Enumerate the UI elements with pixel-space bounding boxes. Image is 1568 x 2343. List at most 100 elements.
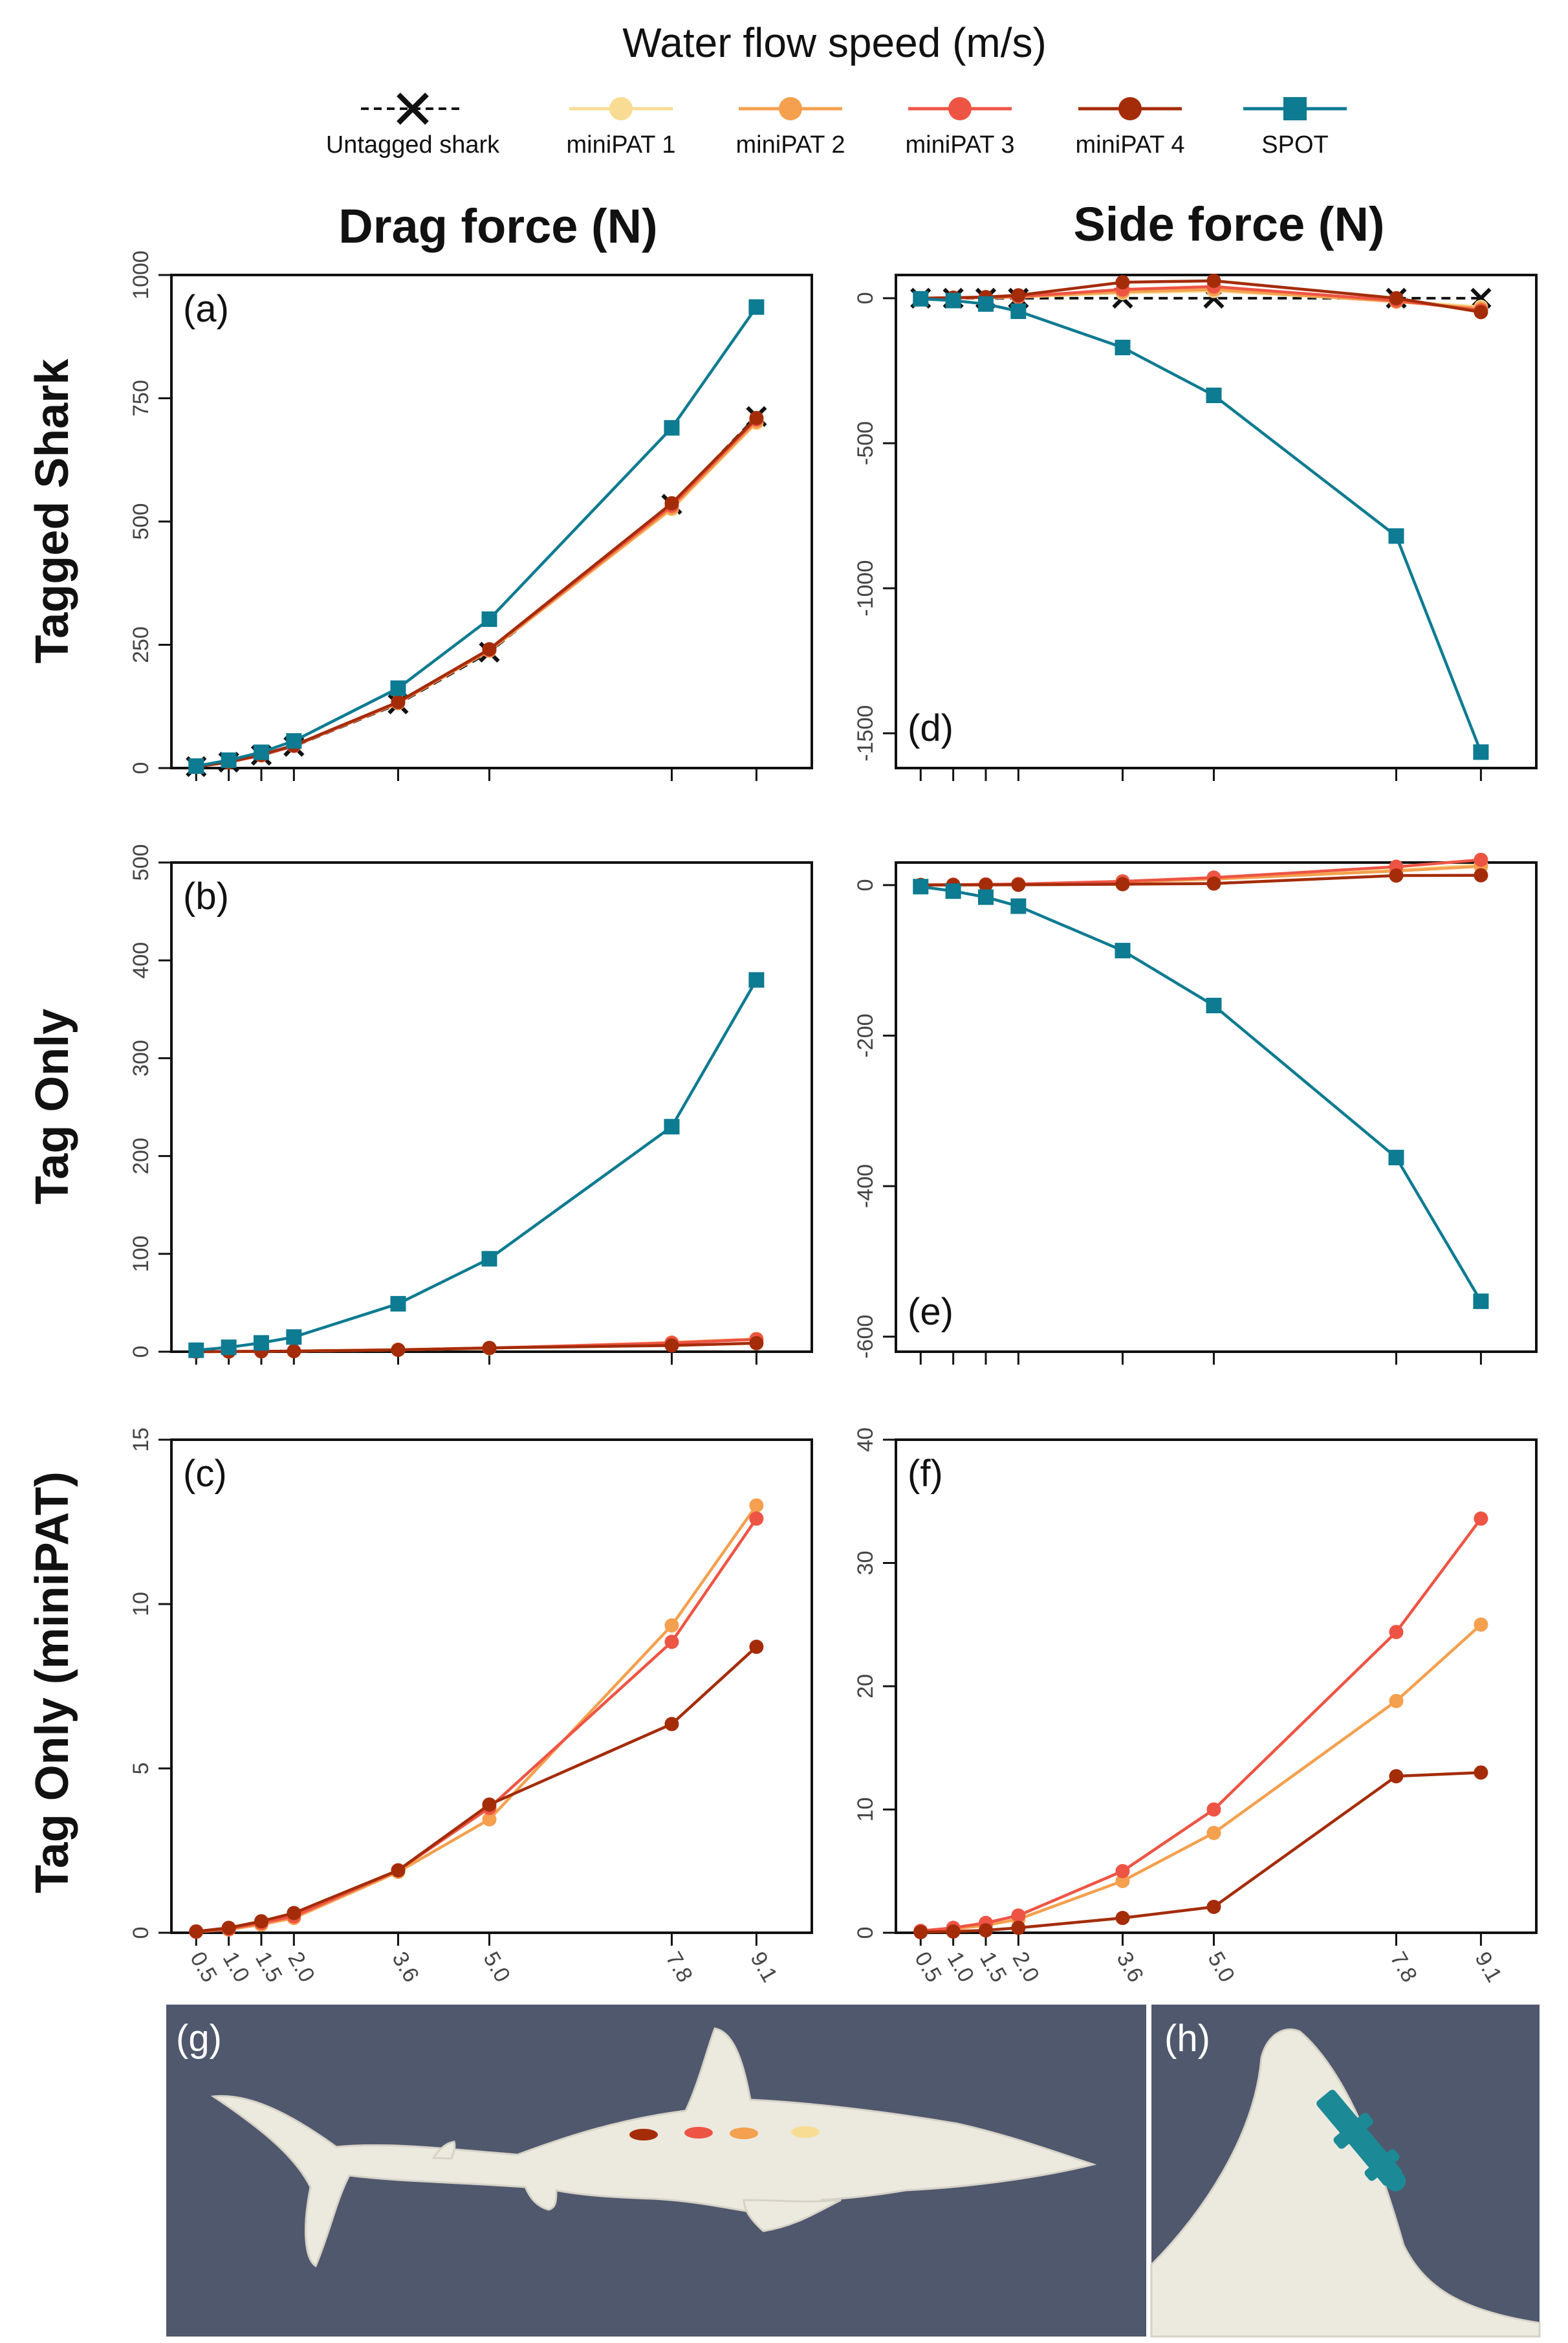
data-point	[391, 1863, 406, 1878]
shark-pectoral-fin	[743, 2199, 842, 2232]
data-point	[1206, 997, 1222, 1013]
series-minipat-3	[913, 1511, 1488, 1939]
data-point	[286, 733, 302, 749]
series-untagged-shark	[186, 406, 767, 777]
data-point	[1206, 273, 1221, 288]
data-point	[748, 299, 765, 315]
legend-item: miniPAT 2	[736, 97, 845, 159]
panel-label: (d)	[908, 707, 953, 749]
legend-item: SPOT	[1243, 97, 1347, 159]
panel-label: (b)	[183, 875, 229, 918]
row-title-tag-only-minipat: Tag Only (miniPAT)	[27, 1471, 78, 1893]
minipat-1-tag	[791, 2126, 820, 2138]
series-minipat-4	[913, 1765, 1488, 1940]
x-tick-label: 9.1	[1470, 1948, 1507, 1986]
data-point	[945, 883, 961, 899]
minipat-4-tag	[629, 2129, 658, 2140]
data-point	[1011, 288, 1026, 303]
data-point	[253, 1335, 269, 1351]
data-point	[749, 1336, 764, 1350]
image-panel-h: (h)	[1150, 2005, 1541, 2338]
data-point	[664, 1119, 680, 1135]
data-point	[748, 972, 765, 988]
data-point	[221, 1339, 237, 1356]
series-line	[196, 979, 758, 1352]
series-line	[920, 1517, 1483, 1933]
legend-marker	[948, 97, 972, 120]
data-point	[481, 1251, 497, 1267]
y-tick-label: 10	[129, 1592, 153, 1616]
data-point	[946, 1924, 961, 1939]
legend: Water flow speed (m/s) Untagged shark min…	[326, 19, 1347, 159]
legend-marker	[1283, 97, 1307, 120]
data-point	[913, 879, 929, 895]
data-point	[1115, 275, 1130, 290]
data-point	[1115, 877, 1130, 892]
y-tick-label: 0	[853, 1927, 878, 1939]
chart-panel-b: 0 100 200 300 400 500 (b)	[129, 844, 813, 1365]
data-point	[482, 642, 497, 657]
data-point	[749, 410, 764, 425]
legend-label: miniPAT 4	[1076, 131, 1185, 159]
data-point	[664, 1717, 679, 1732]
minipat-3-tag	[684, 2127, 713, 2139]
legend-marker	[609, 97, 633, 120]
series-spot	[913, 879, 1489, 1310]
legend-item: miniPAT 4	[1076, 97, 1185, 159]
legend-item: miniPAT 1	[567, 97, 675, 159]
data-point	[1010, 898, 1027, 914]
data-point	[1474, 305, 1488, 320]
series-line	[920, 1771, 1481, 1934]
plot-frame	[170, 274, 813, 769]
data-point	[664, 496, 679, 511]
column-title-side: Side force (N)	[1073, 197, 1384, 251]
series-line	[920, 885, 1483, 1303]
data-point	[1389, 1769, 1404, 1784]
data-point	[1010, 303, 1027, 320]
data-point	[1011, 1908, 1026, 1923]
series-minipat-4	[913, 273, 1488, 320]
series-line	[195, 417, 757, 768]
data-point	[1473, 1293, 1489, 1310]
data-point	[1474, 1617, 1488, 1632]
data-point	[1115, 340, 1131, 356]
data-point	[913, 1925, 928, 1940]
series-line	[195, 306, 758, 768]
data-point	[664, 1338, 679, 1353]
legend-item: miniPAT 3	[906, 97, 1014, 159]
x-tick-label: 7.8	[1386, 1948, 1422, 1986]
data-point	[482, 1341, 497, 1356]
data-point	[1474, 852, 1488, 867]
data-point	[664, 1618, 679, 1633]
y-tick-label: 5	[129, 1763, 153, 1775]
series-line	[196, 415, 757, 768]
y-tick-label: 750	[129, 380, 153, 417]
data-point	[286, 1329, 302, 1345]
x-tick-label: 1.0	[218, 1948, 255, 1986]
data-point	[1474, 1511, 1488, 1526]
data-point	[913, 291, 929, 307]
data-point	[978, 1923, 993, 1938]
chart-panel-e: 0 -200 -400 -600 (e)	[853, 852, 1538, 1365]
data-point	[189, 1924, 204, 1939]
y-tick-label: 15	[129, 1427, 153, 1452]
y-tick-label: -600	[853, 1315, 878, 1359]
data-point	[481, 611, 497, 627]
data-point	[978, 877, 993, 892]
series-line	[920, 297, 1483, 753]
x-tick-label: 3.6	[1112, 1948, 1149, 1986]
y-tick-label: 20	[853, 1674, 878, 1699]
data-point	[1011, 1920, 1026, 1935]
data-point	[1115, 1864, 1130, 1878]
chart-panel-c: 0.51.01.52.0 3.6 5.0 7.8 9.1 0 5 10 15 (c)	[129, 1427, 813, 1986]
data-point	[1206, 876, 1221, 891]
data-point	[1389, 291, 1404, 305]
image-panel-g: (g)	[166, 2005, 1146, 2337]
y-tick-label: 40	[853, 1427, 878, 1452]
data-point	[1206, 1899, 1221, 1914]
data-point	[188, 1342, 204, 1358]
panel-label-g: (g)	[176, 2018, 222, 2060]
y-tick-label: 0	[853, 879, 878, 891]
data-point	[1115, 1911, 1130, 1926]
y-tick-label: 1000	[129, 250, 153, 300]
